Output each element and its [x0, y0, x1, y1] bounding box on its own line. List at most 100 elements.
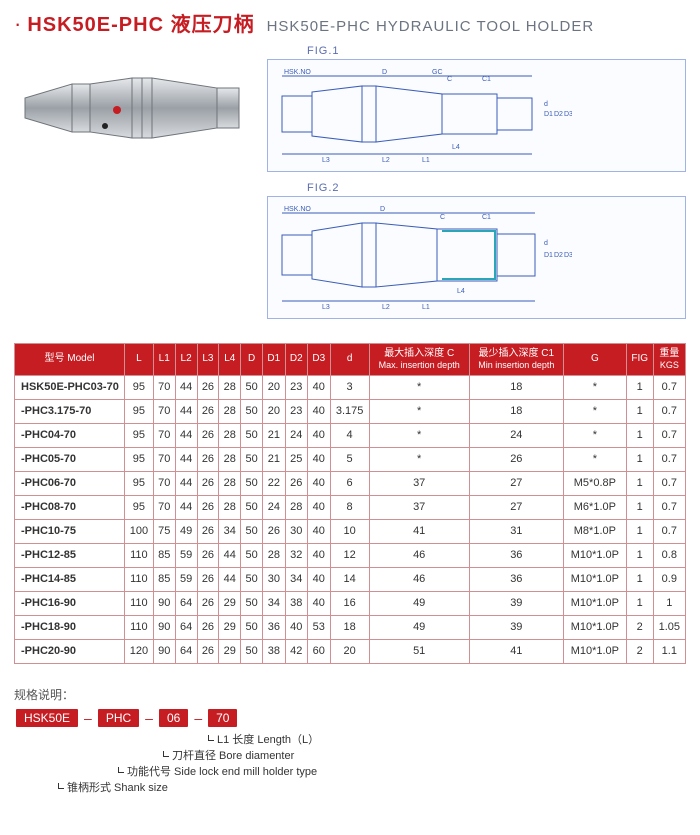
table-col-header: D3 — [308, 344, 330, 376]
svg-text:L4: L4 — [457, 288, 465, 295]
table-cell: 3.175 — [330, 399, 369, 423]
table-cell: 26 — [285, 471, 307, 495]
table-cell: M5*0.8P — [563, 471, 626, 495]
table-cell: 40 — [308, 567, 330, 591]
table-cell: -PHC06-70 — [15, 471, 125, 495]
fig1-label: FIG.1 — [307, 45, 686, 57]
table-cell: 0.7 — [653, 423, 685, 447]
legend-box: 70 — [208, 709, 237, 727]
svg-text:D1: D1 — [544, 252, 553, 259]
legend: 规格说明： HSK50E – PHC – 06 – 70 L1 长度 Lengt… — [14, 686, 686, 795]
table-cell: * — [369, 447, 469, 471]
table-cell: 44 — [175, 399, 197, 423]
table-col-header: L3 — [197, 344, 219, 376]
page-header: · HSK50E-PHC 液压刀柄 HSK50E-PHC HYDRAULIC T… — [14, 8, 686, 37]
legend-box: HSK50E — [16, 709, 78, 727]
fig2-label: FIG.2 — [307, 182, 686, 194]
table-cell: 40 — [308, 471, 330, 495]
table-cell: 95 — [125, 375, 154, 399]
table-cell: 16 — [330, 591, 369, 615]
table-cell: M10*1.0P — [563, 615, 626, 639]
table-cell: 0.7 — [653, 375, 685, 399]
table-cell: 26 — [263, 519, 285, 543]
table-cell: 38 — [285, 591, 307, 615]
table-cell: * — [369, 399, 469, 423]
table-row: -PHC04-709570442628502124404*24*10.7 — [15, 423, 686, 447]
table-cell: -PHC14-85 — [15, 567, 125, 591]
table-cell: 40 — [308, 591, 330, 615]
table-cell: M10*1.0P — [563, 639, 626, 663]
svg-text:L3: L3 — [322, 304, 330, 311]
table-row: -PHC12-851108559264450283240124636M10*1.… — [15, 543, 686, 567]
table-cell: 49 — [369, 591, 469, 615]
table-cell: 50 — [241, 447, 263, 471]
svg-text:D: D — [382, 69, 387, 76]
table-cell: -PHC12-85 — [15, 543, 125, 567]
table-cell: 1 — [626, 567, 653, 591]
table-cell: -PHC04-70 — [15, 423, 125, 447]
table-cell: 30 — [263, 567, 285, 591]
table-cell: 1.1 — [653, 639, 685, 663]
table-cell: 40 — [308, 423, 330, 447]
table-cell: 1.05 — [653, 615, 685, 639]
table-cell: 27 — [469, 471, 563, 495]
legend-box: 06 — [159, 709, 188, 727]
table-cell: 64 — [175, 615, 197, 639]
table-cell: 28 — [219, 399, 241, 423]
table-cell: 70 — [153, 423, 175, 447]
table-col-header: D2 — [285, 344, 307, 376]
table-cell: 26 — [197, 567, 219, 591]
table-cell: 8 — [330, 495, 369, 519]
table-cell: 1 — [626, 495, 653, 519]
table-cell: 26 — [197, 471, 219, 495]
table-col-header: L — [125, 344, 154, 376]
svg-text:L1: L1 — [422, 157, 430, 164]
table-cell: 49 — [175, 519, 197, 543]
table-cell: 70 — [153, 375, 175, 399]
table-cell: 70 — [153, 399, 175, 423]
table-col-header: 型号 Model — [15, 344, 125, 376]
table-cell: 1 — [626, 399, 653, 423]
table-cell: 51 — [369, 639, 469, 663]
table-cell: 36 — [263, 615, 285, 639]
table-cell: 34 — [285, 567, 307, 591]
table-row: -PHC16-901109064262950343840164939M10*1.… — [15, 591, 686, 615]
table-cell: 1 — [626, 423, 653, 447]
table-col-header: FIG — [626, 344, 653, 376]
table-cell: 50 — [241, 519, 263, 543]
table-cell: 18 — [469, 399, 563, 423]
table-cell: 50 — [241, 471, 263, 495]
svg-text:D: D — [380, 206, 385, 213]
table-cell: 60 — [308, 639, 330, 663]
table-cell: 49 — [369, 615, 469, 639]
legend-line: L1 长度 Length（L） — [217, 734, 319, 746]
table-cell: 28 — [285, 495, 307, 519]
table-cell: 24 — [469, 423, 563, 447]
table-cell: 20 — [330, 639, 369, 663]
table-cell: 90 — [153, 615, 175, 639]
table-cell: 26 — [197, 591, 219, 615]
table-cell: 26 — [197, 495, 219, 519]
table-cell: 24 — [263, 495, 285, 519]
table-cell: 41 — [369, 519, 469, 543]
table-cell: 36 — [469, 543, 563, 567]
table-row: HSK50E-PHC03-709570442628502023403*18*10… — [15, 375, 686, 399]
table-cell: -PHC20-90 — [15, 639, 125, 663]
svg-text:C: C — [447, 76, 452, 83]
table-cell: 95 — [125, 423, 154, 447]
table-body: HSK50E-PHC03-709570442628502023403*18*10… — [15, 375, 686, 663]
table-cell: 0.7 — [653, 447, 685, 471]
table-cell: 28 — [219, 375, 241, 399]
table-cell: 1 — [626, 591, 653, 615]
table-cell: 23 — [285, 399, 307, 423]
table-cell: 28 — [263, 543, 285, 567]
table-cell: 44 — [175, 447, 197, 471]
table-cell: 41 — [469, 639, 563, 663]
table-cell: M8*1.0P — [563, 519, 626, 543]
legend-lines: L1 长度 Length（L） 刀杆直径 Bore diamenter 功能代号… — [18, 731, 686, 795]
table-cell: 29 — [219, 639, 241, 663]
table-cell: 0.8 — [653, 543, 685, 567]
table-cell: 110 — [125, 543, 154, 567]
table-cell: 18 — [330, 615, 369, 639]
table-cell: 85 — [153, 567, 175, 591]
